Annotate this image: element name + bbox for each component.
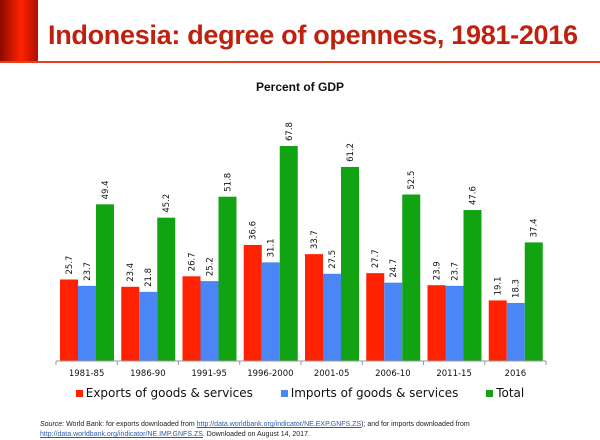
data-label: 25.7 bbox=[65, 256, 75, 275]
data-label: 27.7 bbox=[371, 249, 381, 268]
legend-label: Total bbox=[496, 386, 525, 400]
data-label: 45.2 bbox=[162, 194, 172, 213]
legend-item-exports: Exports of goods & services bbox=[75, 386, 253, 400]
imports-link[interactable]: http://data.worldbank.org/indicator/NE.I… bbox=[40, 431, 203, 438]
bar bbox=[402, 194, 421, 361]
x-tick-label: 2016 bbox=[505, 369, 527, 379]
legend-swatch bbox=[486, 390, 494, 397]
bar bbox=[96, 204, 114, 361]
bar bbox=[218, 196, 237, 361]
data-label: 23.4 bbox=[126, 263, 136, 282]
slide-title: Indonesia: degree of openness, 1981-2016 bbox=[48, 20, 578, 50]
bar bbox=[157, 217, 176, 361]
bar bbox=[524, 242, 543, 361]
source-text: World Bank: for exports downloaded from bbox=[64, 421, 197, 428]
data-label: 47.6 bbox=[469, 186, 479, 205]
data-label: 33.7 bbox=[310, 230, 320, 249]
source-label: Source: bbox=[40, 421, 65, 428]
x-tick-label: 2011-15 bbox=[436, 369, 472, 379]
bar bbox=[182, 276, 201, 361]
data-label: 67.8 bbox=[285, 122, 295, 141]
bar bbox=[366, 273, 385, 361]
bar bbox=[305, 254, 323, 361]
bar bbox=[341, 166, 359, 361]
data-label: 26.7 bbox=[188, 252, 198, 271]
data-label: 24.7 bbox=[389, 259, 399, 278]
legend-item-imports: Imports of goods & services bbox=[280, 386, 459, 400]
bar bbox=[243, 244, 262, 361]
data-label: 23.7 bbox=[83, 262, 93, 281]
bar bbox=[323, 273, 341, 361]
x-tick-label: 2001-05 bbox=[314, 369, 350, 379]
bar bbox=[463, 210, 482, 361]
source-note: Source: World Bank: for exports download… bbox=[40, 420, 470, 440]
title-accent-bar bbox=[0, 0, 38, 62]
bar bbox=[139, 291, 158, 361]
data-label: 31.1 bbox=[267, 238, 277, 257]
x-tick-label: 1981-85 bbox=[69, 369, 105, 379]
x-tick-label: 1996-2000 bbox=[247, 369, 293, 379]
x-tick-label: 1986-90 bbox=[130, 369, 166, 379]
bar bbox=[200, 281, 219, 361]
data-label: 18.3 bbox=[512, 279, 522, 298]
legend: Exports of goods & services Imports of g… bbox=[0, 386, 600, 400]
legend-item-total: Total bbox=[486, 386, 524, 400]
data-label: 27.5 bbox=[328, 250, 338, 269]
bar bbox=[427, 285, 446, 361]
data-label: 61.2 bbox=[346, 143, 356, 162]
data-label: 49.4 bbox=[101, 180, 111, 199]
exports-link[interactable]: http://data.worldbank.org/indicator/NE.E… bbox=[196, 421, 362, 428]
bar bbox=[121, 286, 140, 361]
bar bbox=[279, 146, 298, 361]
x-tick-label: 1991-95 bbox=[191, 369, 227, 379]
legend-swatch bbox=[75, 390, 83, 397]
data-label: 36.6 bbox=[249, 221, 259, 240]
data-label: 52.5 bbox=[407, 171, 417, 190]
bar bbox=[488, 300, 507, 361]
bar bbox=[78, 285, 96, 361]
bar bbox=[261, 262, 280, 361]
title-rule bbox=[0, 61, 600, 63]
legend-label: Exports of goods & services bbox=[85, 386, 253, 400]
legend-label: Imports of goods & services bbox=[290, 386, 459, 400]
legend-swatch bbox=[280, 390, 288, 397]
x-tick-label: 2006-10 bbox=[375, 369, 411, 379]
bar bbox=[384, 282, 403, 361]
chart-title: Percent of GDP bbox=[255, 80, 345, 94]
data-label: 21.8 bbox=[144, 268, 154, 287]
source-text: . Downloaded on August 14, 2017. bbox=[202, 431, 310, 438]
bar bbox=[60, 279, 78, 361]
source-text: ); and for imports downloaded from bbox=[361, 421, 470, 428]
bar bbox=[506, 302, 525, 361]
bar bbox=[445, 285, 464, 361]
data-label: 23.7 bbox=[451, 262, 461, 281]
data-label: 25.2 bbox=[206, 257, 216, 276]
data-label: 19.1 bbox=[494, 276, 504, 295]
data-label: 51.8 bbox=[224, 173, 234, 192]
data-label: 37.4 bbox=[530, 218, 540, 237]
data-label: 23.9 bbox=[433, 261, 443, 280]
